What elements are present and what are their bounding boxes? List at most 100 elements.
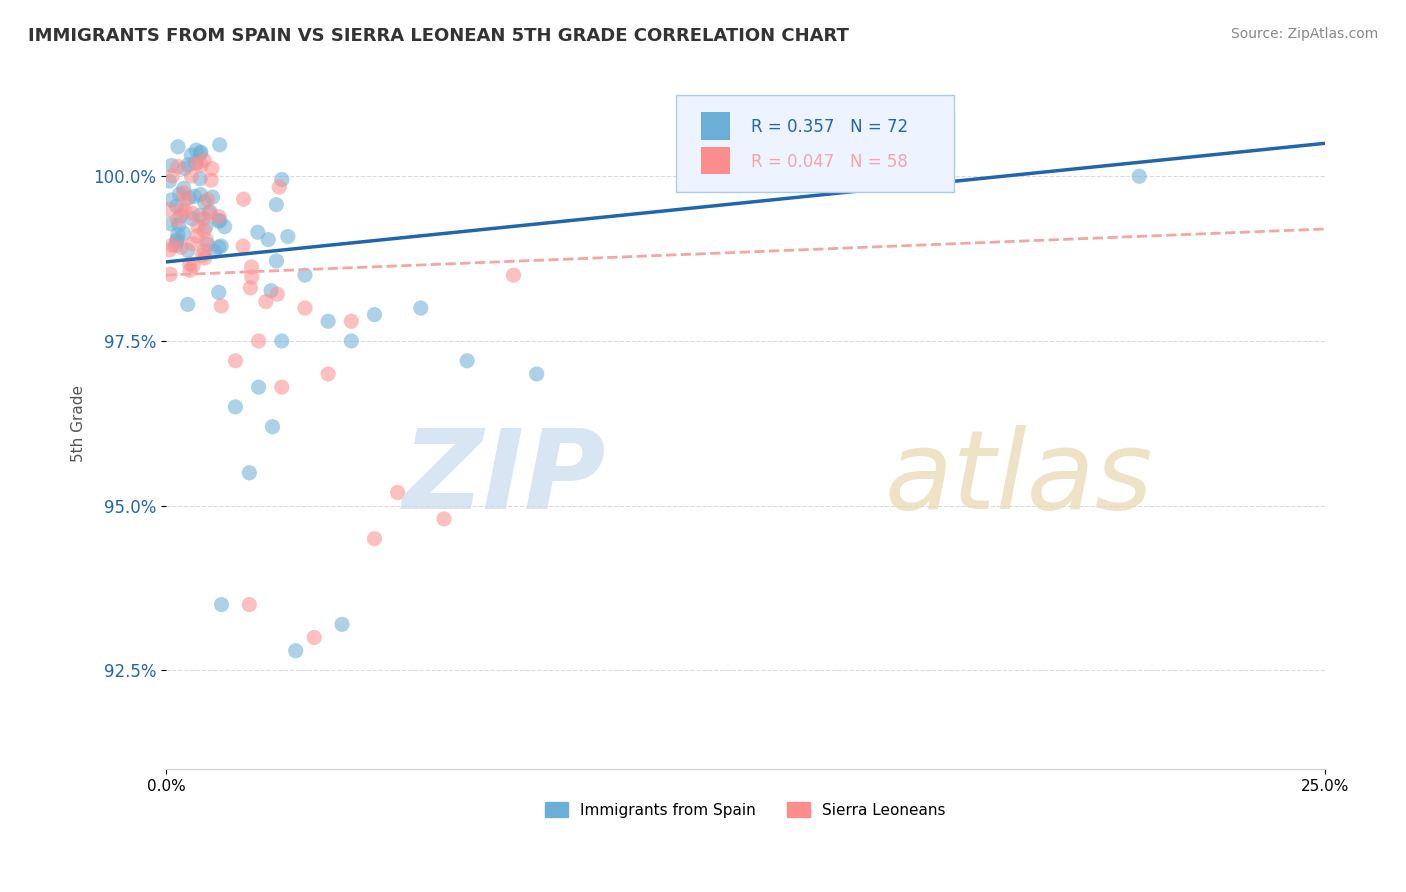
Point [173, 161, 195, 176]
Point [180, 148, 202, 162]
Point [183, 189, 205, 203]
Point [294, 268, 316, 282]
Point [193, 211, 215, 226]
Point [194, 195, 217, 210]
Point [363, 532, 385, 546]
Point [181, 206, 204, 220]
Point [214, 219, 236, 234]
Y-axis label: 5th Grade: 5th Grade [72, 384, 86, 462]
Text: Source: ZipAtlas.com: Source: ZipAtlas.com [1230, 27, 1378, 41]
Point [162, 169, 184, 183]
Point [173, 227, 195, 241]
Point [277, 229, 299, 244]
Text: ZIP: ZIP [402, 425, 606, 533]
Point [173, 203, 195, 218]
Point [262, 419, 284, 434]
Point [181, 259, 204, 273]
Point [804, 169, 827, 184]
Legend: Immigrants from Spain, Sierra Leoneans: Immigrants from Spain, Sierra Leoneans [538, 796, 952, 824]
Point [193, 251, 215, 265]
Point [502, 268, 524, 282]
Point [209, 299, 232, 313]
Point [433, 512, 456, 526]
FancyBboxPatch shape [702, 146, 730, 174]
Point [270, 380, 292, 394]
Point [195, 233, 218, 247]
Point [159, 268, 181, 282]
Text: atlas: atlas [884, 425, 1153, 533]
Point [157, 202, 180, 217]
Point [167, 140, 190, 154]
Point [166, 212, 188, 227]
Point [177, 158, 200, 172]
Point [188, 146, 211, 161]
Point [270, 172, 292, 186]
Point [208, 213, 231, 227]
Point [179, 263, 201, 277]
Point [526, 367, 548, 381]
Point [232, 239, 254, 253]
Point [173, 181, 195, 195]
Point [387, 485, 409, 500]
Point [159, 243, 181, 257]
Point [188, 208, 211, 222]
Point [187, 219, 209, 234]
Point [260, 284, 283, 298]
Point [208, 285, 231, 300]
Point [340, 314, 363, 328]
Point [159, 217, 181, 231]
Point [202, 244, 225, 259]
Point [193, 153, 215, 168]
Point [160, 193, 183, 207]
FancyBboxPatch shape [676, 95, 953, 192]
Point [409, 301, 432, 315]
Point [162, 238, 184, 252]
Text: R = 0.047   N = 58: R = 0.047 N = 58 [751, 153, 908, 171]
Point [197, 193, 219, 207]
Point [330, 617, 353, 632]
Point [269, 180, 291, 194]
Point [254, 294, 277, 309]
Point [456, 353, 478, 368]
Point [169, 209, 191, 223]
Point [201, 161, 224, 176]
Point [195, 237, 218, 252]
Point [208, 137, 231, 152]
Point [363, 308, 385, 322]
FancyBboxPatch shape [702, 112, 730, 140]
Point [211, 598, 233, 612]
Point [179, 257, 201, 271]
Point [188, 171, 211, 186]
Point [224, 353, 246, 368]
Point [190, 145, 212, 159]
Point [201, 190, 224, 204]
Point [167, 218, 190, 232]
Point [186, 157, 208, 171]
Point [186, 143, 208, 157]
Text: R = 0.357   N = 72: R = 0.357 N = 72 [751, 119, 908, 136]
Point [166, 235, 188, 249]
Point [200, 173, 222, 187]
Point [174, 192, 197, 206]
Point [190, 187, 212, 202]
Point [173, 186, 195, 200]
Point [316, 367, 339, 381]
Point [294, 301, 316, 315]
Point [177, 297, 200, 311]
Point [316, 314, 339, 328]
Point [247, 380, 270, 394]
Point [240, 260, 263, 274]
Point [177, 244, 200, 258]
Point [157, 174, 180, 188]
Point [1128, 169, 1150, 184]
Point [181, 236, 204, 251]
Point [266, 197, 288, 211]
Point [198, 206, 221, 220]
Point [284, 643, 307, 657]
Point [184, 155, 207, 169]
Point [194, 244, 217, 258]
Point [191, 248, 214, 262]
Point [266, 254, 288, 268]
Point [208, 214, 231, 228]
Point [198, 204, 221, 219]
